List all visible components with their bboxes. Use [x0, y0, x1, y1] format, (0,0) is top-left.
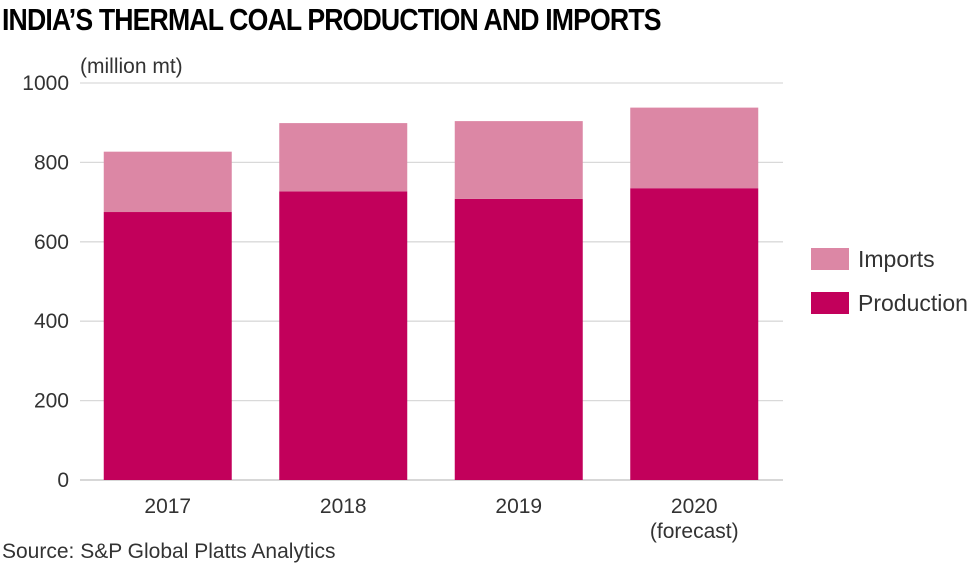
source-note: Source: S&P Global Platts Analytics [2, 540, 336, 563]
legend-label-imports: Imports [858, 246, 935, 272]
chart-title: INDIA’S THERMAL COAL PRODUCTION AND IMPO… [2, 2, 662, 37]
x-tick-label-3: 2020 (forecast) [650, 495, 739, 543]
y-axis-ticks: 0 200 400 600 800 1000 [22, 72, 69, 492]
bar-production-1 [279, 191, 408, 481]
legend-swatch-production [811, 292, 849, 314]
legend-swatch-imports [811, 248, 849, 270]
legend: Imports Production [811, 246, 968, 316]
bar-imports-2 [454, 121, 583, 199]
x-tick-label-0: 2017 [144, 495, 191, 518]
bar-imports-3 [630, 107, 759, 189]
x-tick-label-1: 2018 [320, 495, 367, 518]
y-tick-label-0: 0 [57, 469, 69, 492]
bar-production-2 [454, 198, 583, 480]
bar-imports-0 [103, 151, 232, 213]
y-tick-label-600: 600 [34, 231, 69, 254]
x-axis-ticks: 2017 2018 2019 2020 (forecast) [144, 495, 738, 543]
bar-production-0 [103, 212, 232, 480]
bar-imports-1 [279, 123, 408, 192]
bars [103, 107, 759, 481]
x-tick-label-2: 2019 [495, 495, 542, 518]
y-tick-label-1000: 1000 [22, 72, 69, 95]
y-tick-label-400: 400 [34, 310, 69, 333]
legend-label-production: Production [858, 290, 968, 316]
unit-label: (million mt) [80, 55, 183, 78]
bar-production-3 [630, 188, 759, 480]
y-tick-label-800: 800 [34, 151, 69, 174]
y-tick-label-200: 200 [34, 390, 69, 413]
